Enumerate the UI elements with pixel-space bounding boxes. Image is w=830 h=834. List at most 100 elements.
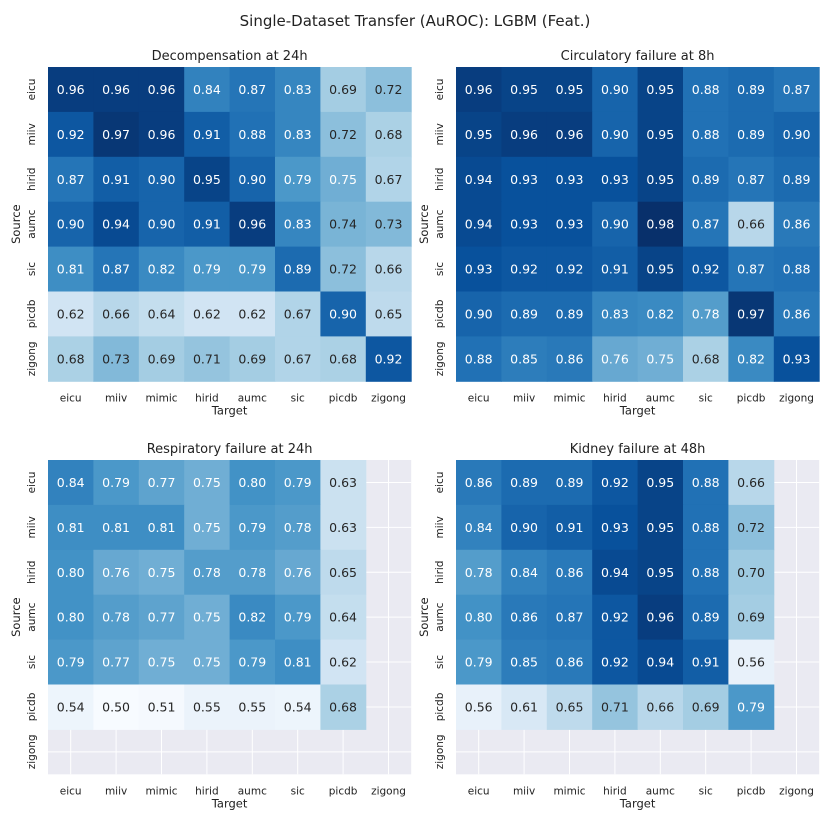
cell-value-label: 0.69: [329, 82, 357, 97]
heatmap-cell: [138, 291, 185, 337]
heatmap-cell: [48, 246, 94, 292]
heatmap-cell: [138, 504, 185, 551]
cell-value-label: 0.65: [329, 565, 357, 580]
y-axis-label: Source: [417, 597, 431, 637]
x-tick-label: aumc: [646, 785, 675, 797]
heatmap-cell: [456, 549, 502, 596]
cell-value-label: 0.79: [737, 699, 765, 714]
y-tick-label: eicu: [26, 472, 38, 494]
x-tick-label: sic: [699, 785, 713, 797]
heatmap-cell: [456, 291, 502, 337]
cell-value-label: 0.69: [737, 610, 765, 625]
cell-value-label: 0.89: [783, 172, 811, 187]
cell-value-label: 0.84: [510, 565, 538, 580]
x-tick-label: picdb: [737, 392, 766, 404]
heatmap-cell: [275, 336, 321, 382]
cell-value-label: 0.87: [737, 262, 765, 277]
heatmap-cell: [683, 201, 729, 248]
cell-value-label: 0.83: [284, 82, 312, 97]
cell-value-label: 0.91: [692, 655, 720, 670]
cell-value-label: 0.96: [465, 82, 493, 97]
cell-value-label: 0.78: [284, 520, 312, 535]
x-tick-label: eicu: [468, 785, 490, 797]
heatmap-cell: [728, 639, 775, 685]
heatmap-cell: [138, 111, 185, 158]
heatmap-cell: [773, 111, 820, 158]
cell-value-label: 0.72: [329, 127, 357, 142]
heatmap-cell: [546, 594, 593, 641]
heatmap-cell: [683, 156, 729, 203]
heatmap-cell: [501, 336, 548, 382]
x-tick-label: eicu: [60, 392, 82, 404]
heatmap-cell: [546, 67, 593, 113]
heatmap-cell: [456, 460, 502, 506]
cell-value-label: 0.94: [465, 217, 493, 232]
heatmap-panel: 0.96 0.95 0.95 0.90 0.95 0.88 0.89 0.87 0.95 0.96…: [417, 49, 820, 417]
y-tick-label: zigong: [26, 341, 38, 376]
cell-value-label: 0.90: [238, 172, 266, 187]
cell-value-label: 0.80: [465, 610, 493, 625]
cell-value-label: 0.76: [284, 565, 312, 580]
y-axis-label: Source: [9, 204, 23, 244]
cell-value-label: 0.68: [57, 351, 85, 366]
cell-value-label: 0.81: [284, 655, 312, 670]
heatmap-cell: [637, 549, 684, 596]
cell-value-label: 0.95: [646, 475, 674, 490]
heatmap-cell: [728, 111, 775, 158]
cell-value-label: 0.74: [329, 217, 357, 232]
y-tick-label: eicu: [434, 79, 446, 101]
x-tick-label: zigong: [779, 785, 814, 797]
cell-value-label: 0.83: [284, 127, 312, 142]
cell-value-label: 0.89: [510, 306, 538, 321]
x-tick-label: mimic: [145, 785, 177, 797]
heatmap-cell: [320, 549, 367, 596]
heatmap-cell: [184, 67, 231, 113]
cell-value-label: 0.88: [783, 262, 811, 277]
cell-value-label: 0.96: [57, 82, 85, 97]
cell-value-label: 0.98: [646, 217, 674, 232]
heatmap-cell: [320, 594, 367, 641]
cell-value-label: 0.89: [692, 610, 720, 625]
cell-value-label: 0.79: [57, 655, 85, 670]
y-tick-label: hirid: [434, 168, 446, 191]
heatmap-cell: [138, 336, 185, 382]
heatmap-cell: [229, 336, 276, 382]
cell-value-label: 0.92: [692, 262, 720, 277]
cell-value-label: 0.92: [556, 262, 584, 277]
heatmap-cell: [365, 156, 412, 203]
heatmap-cell: [637, 111, 684, 158]
heatmap-cell: [184, 156, 231, 203]
cell-value-label: 0.80: [57, 565, 85, 580]
x-tick-label: miiv: [513, 785, 535, 797]
heatmap-cell: [275, 67, 321, 113]
y-tick-label: sic: [26, 262, 38, 276]
cell-value-label: 0.97: [737, 306, 765, 321]
cell-value-label: 0.72: [329, 262, 357, 277]
heatmap-cell: [184, 639, 231, 685]
heatmap-cell: [592, 549, 639, 596]
heatmap-cell: [48, 67, 94, 113]
cell-value-label: 0.90: [148, 217, 176, 232]
heatmap-cell: [546, 336, 593, 382]
y-tick-label: aumc: [26, 602, 38, 631]
heatmap-cell: [320, 460, 367, 506]
heatmap-cell: [592, 460, 639, 506]
cell-value-label: 0.65: [375, 306, 403, 321]
heatmap-cell: [773, 201, 820, 248]
cell-value-label: 0.78: [692, 306, 720, 321]
heatmap-cell: [229, 201, 276, 248]
heatmap-cell: [275, 594, 321, 641]
y-tick-label: aumc: [26, 209, 38, 238]
x-tick-label: aumc: [238, 785, 267, 797]
heatmap-cell: [229, 549, 276, 596]
cell-value-label: 0.61: [510, 699, 538, 714]
cell-value-label: 0.90: [57, 217, 85, 232]
y-tick-label: eicu: [434, 472, 446, 494]
heatmap-cell: [229, 67, 276, 113]
heatmap-cell: [93, 201, 140, 248]
y-tick-label: eicu: [26, 79, 38, 101]
heatmap-cell: [637, 67, 684, 113]
cell-value-label: 0.55: [193, 699, 221, 714]
cell-value-label: 0.64: [329, 610, 357, 625]
heatmap-cell: [48, 201, 94, 248]
